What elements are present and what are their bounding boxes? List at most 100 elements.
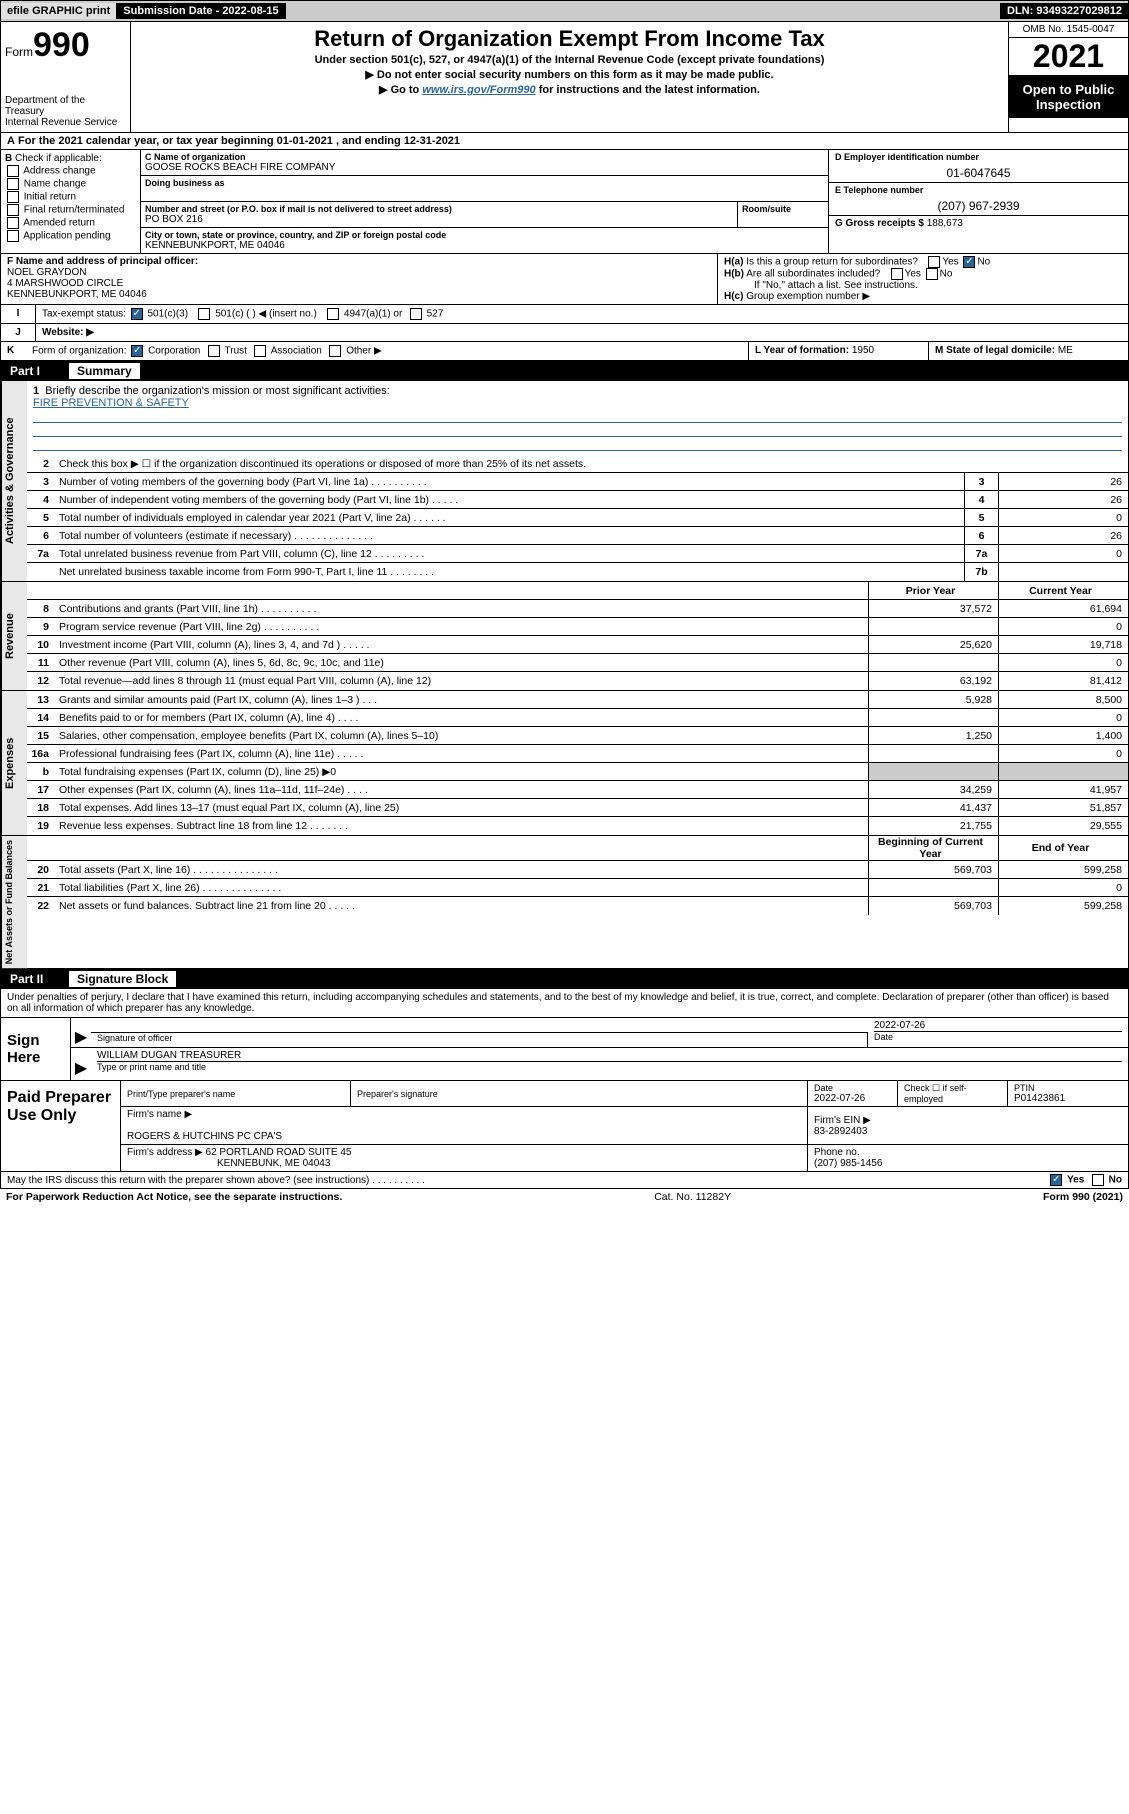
i-501c-check[interactable] (198, 308, 210, 320)
table-row: bTotal fundraising expenses (Part IX, co… (27, 763, 1128, 781)
self-employed-check[interactable]: Check ☐ if self-employed (898, 1081, 1008, 1106)
hb-no-check[interactable] (926, 268, 938, 280)
officer-name-title: WILLIAM DUGAN TREASURER (97, 1050, 1122, 1061)
table-row: 19Revenue less expenses. Subtract line 1… (27, 817, 1128, 835)
f-h-row: F Name and address of principal officer:… (0, 254, 1129, 305)
discuss-no-check[interactable] (1092, 1174, 1104, 1186)
department-label: Department of the Treasury Internal Reve… (5, 95, 126, 128)
check-name-change[interactable]: Name change (5, 178, 136, 190)
h-note: If "No," attach a list. See instructions… (724, 280, 1122, 291)
line-3-val: 26 (998, 473, 1128, 490)
paperwork-notice: For Paperwork Reduction Act Notice, see … (6, 1191, 342, 1203)
public-inspection-badge: Open to Public Inspection (1009, 76, 1128, 118)
omb-number: OMB No. 1545-0047 (1009, 22, 1128, 38)
line-4: Number of independent voting members of … (55, 492, 964, 508)
ptin-value: P01423861 (1014, 1093, 1122, 1104)
hb-yes-check[interactable] (891, 268, 903, 280)
date-label: Date (874, 1031, 1122, 1042)
gov-side-label: Activities & Governance (1, 381, 27, 581)
officer-addr2: KENNEBUNKPORT, ME 04046 (7, 289, 711, 300)
line-j: J Website: ▶ (0, 324, 1129, 342)
form-number-block: Form990 Department of the Treasury Inter… (1, 22, 131, 132)
line-7b: Net unrelated business taxable income fr… (55, 564, 964, 580)
check-application-pending[interactable]: Application pending (5, 230, 136, 242)
right-column-deg: D Employer identification number 01-6047… (828, 150, 1128, 253)
part-i-header: Part I Summary (0, 361, 1129, 381)
table-row: 11Other revenue (Part VIII, column (A), … (27, 654, 1128, 672)
name-title-label: Type or print name and title (97, 1061, 1122, 1072)
k-assoc-check[interactable] (254, 345, 266, 357)
check-amended-return[interactable]: Amended return (5, 217, 136, 229)
mission-text: FIRE PREVENTION & SAFETY (33, 397, 189, 409)
sign-date: 2022-07-26 (874, 1020, 1122, 1031)
net-assets-section: Net Assets or Fund Balances Beginning of… (0, 836, 1129, 969)
expenses-section: Expenses 13Grants and similar amounts pa… (0, 691, 1129, 836)
dln-badge: DLN: 93493227029812 (1000, 3, 1128, 19)
k-corp-check[interactable] (131, 345, 143, 357)
line-5: Total number of individuals employed in … (55, 510, 964, 526)
current-year-header: Current Year (998, 582, 1128, 599)
instructions-link[interactable]: www.irs.gov/Form990 (422, 84, 535, 96)
firm-phone: (207) 985-1456 (814, 1158, 1122, 1169)
table-row: 13Grants and similar amounts paid (Part … (27, 691, 1128, 709)
k-other-check[interactable] (329, 345, 341, 357)
room-suite-label: Room/suite (738, 202, 828, 227)
k-trust-check[interactable] (208, 345, 220, 357)
submission-date-badge: Submission Date - 2022-08-15 (117, 3, 285, 19)
i-501c3-check[interactable] (131, 308, 143, 320)
net-side-label: Net Assets or Fund Balances (1, 836, 27, 968)
instructions-link-line: ▶ Go to www.irs.gov/Form990 for instruct… (135, 83, 1004, 96)
ein-box: D Employer identification number 01-6047… (829, 150, 1128, 183)
line-6: Total number of volunteers (estimate if … (55, 528, 964, 544)
efile-print-button[interactable]: efile GRAPHIC print (1, 3, 117, 19)
firm-ein: 83-2892403 (814, 1126, 1122, 1137)
officer-addr1: 4 MARSHWOOD CIRCLE (7, 278, 711, 289)
line-l: L Year of formation: 1950 (748, 342, 928, 360)
org-name: GOOSE ROCKS BEACH FIRE COMPANY (145, 162, 824, 173)
form-number: 990 (33, 26, 90, 64)
ha-yes-check[interactable] (928, 256, 940, 268)
street-address: PO BOX 216 (145, 214, 733, 225)
ha-no-check[interactable] (963, 256, 975, 268)
footer: For Paperwork Reduction Act Notice, see … (0, 1189, 1129, 1205)
table-row: 15Salaries, other compensation, employee… (27, 727, 1128, 745)
tax-year: 2021 (1009, 38, 1128, 76)
activities-governance-section: Activities & Governance 1 Briefly descri… (0, 381, 1129, 582)
city-box: City or town, state or province, country… (141, 228, 828, 253)
table-row: 14Benefits paid to or for members (Part … (27, 709, 1128, 727)
prior-year-header: Prior Year (868, 582, 998, 599)
dba-box: Doing business as (141, 176, 828, 202)
firm-name: ROGERS & HUTCHINS PC CPA'S (127, 1131, 801, 1142)
telephone-box: E Telephone number (207) 967-2939 (829, 183, 1128, 216)
paid-preparer-block: Paid Preparer Use Only Print/Type prepar… (0, 1081, 1129, 1172)
part-ii-header: Part II Signature Block (0, 969, 1129, 989)
prep-date: 2022-07-26 (814, 1093, 891, 1104)
line-i: I Tax-exempt status: 501(c)(3) 501(c) ( … (0, 305, 1129, 324)
year-block: OMB No. 1545-0047 2021 Open to Public In… (1008, 22, 1128, 132)
line-5-val: 0 (998, 509, 1128, 526)
table-row: 21Total liabilities (Part X, line 26) . … (27, 879, 1128, 897)
line-2: Check this box ▶ ☐ if the organization d… (55, 456, 1128, 472)
line-7a-val: 0 (998, 545, 1128, 562)
check-final-return[interactable]: Final return/terminated (5, 204, 136, 216)
rev-side-label: Revenue (1, 582, 27, 690)
officer-name: NOEL GRAYDON (7, 267, 711, 278)
sign-here-label: Sign Here (1, 1018, 71, 1080)
discuss-yes-check[interactable] (1050, 1174, 1062, 1186)
form-header: Form990 Department of the Treasury Inter… (0, 22, 1129, 133)
line-klm: K Form of organization: Corporation Trus… (0, 342, 1129, 361)
city-state-zip: KENNEBUNKPORT, ME 04046 (145, 240, 824, 251)
identity-block: B Check if applicable: Address change Na… (0, 150, 1129, 254)
form-title-block: Return of Organization Exempt From Incom… (131, 22, 1008, 132)
i-527-check[interactable] (410, 308, 422, 320)
check-address-change[interactable]: Address change (5, 165, 136, 177)
i-4947-check[interactable] (327, 308, 339, 320)
check-initial-return[interactable]: Initial return (5, 191, 136, 203)
ssn-warning: ▶ Do not enter social security numbers o… (135, 68, 1004, 81)
street-row: Number and street (or P.O. box if mail i… (141, 202, 828, 228)
form-title: Return of Organization Exempt From Incom… (135, 26, 1004, 52)
firm-addr1: 62 PORTLAND ROAD SUITE 45 (206, 1147, 352, 1158)
section-c: C Name of organization GOOSE ROCKS BEACH… (141, 150, 828, 253)
table-row: 12Total revenue—add lines 8 through 11 (… (27, 672, 1128, 690)
perjury-statement: Under penalties of perjury, I declare th… (0, 989, 1129, 1018)
